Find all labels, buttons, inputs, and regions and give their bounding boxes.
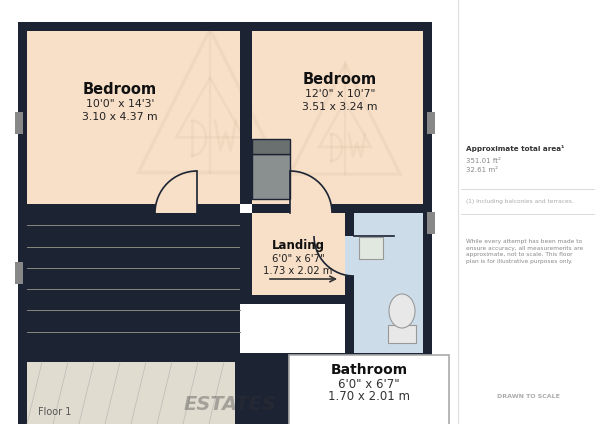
Text: ESTATES: ESTATES [184,394,277,413]
Bar [15,112,23,134]
Bar [27,362,235,424]
Text: 32.61 m²: 32.61 m² [466,167,498,173]
Bar [155,204,197,213]
Bar [18,353,432,362]
Bar [240,31,252,204]
Bar [252,139,290,154]
Text: 3.10 x 4.37 m: 3.10 x 4.37 m [82,112,158,122]
Ellipse shape [389,294,415,328]
Bar [345,213,354,362]
Text: 6'0" x 6'7": 6'0" x 6'7" [338,377,400,391]
Text: Floor 1: Floor 1 [38,407,71,417]
Bar [27,204,240,353]
Text: While every attempt has been made to
ensure accuracy, all measurements are
appro: While every attempt has been made to ens… [466,239,583,264]
Bar [252,154,290,199]
Bar [427,112,435,134]
Bar [252,204,432,213]
Bar [290,204,332,213]
Text: 10'0" x 14'3': 10'0" x 14'3' [86,99,154,109]
Bar [423,22,432,362]
Text: 6'0" x 6'7": 6'0" x 6'7" [272,254,325,264]
Text: 12'0" x 10'7": 12'0" x 10'7" [305,89,375,99]
FancyBboxPatch shape [289,355,449,424]
Bar [240,213,252,304]
Bar [15,262,23,284]
Text: Bedroom: Bedroom [83,81,157,97]
Text: 1.73 x 2.02 m: 1.73 x 2.02 m [263,266,332,276]
Text: 351.01 ft²: 351.01 ft² [466,158,501,164]
Bar [18,22,432,31]
Text: Landing: Landing [271,240,325,253]
Text: 3.51 x 3.24 m: 3.51 x 3.24 m [302,102,378,112]
Bar [427,212,435,234]
Bar [252,204,345,304]
Text: Approximate total area¹: Approximate total area¹ [466,145,565,153]
Bar [252,31,423,204]
Text: Bathroom: Bathroom [331,363,407,377]
Text: DRAWN TO SCALE: DRAWN TO SCALE [497,393,559,399]
Bar [27,31,240,204]
Bar [252,295,345,304]
Bar [359,237,383,259]
Bar [345,236,354,276]
Bar [18,204,240,213]
Bar [18,362,432,424]
Bar [388,325,416,343]
Bar [354,204,423,353]
Bar [18,22,27,362]
Text: Bedroom: Bedroom [303,72,377,86]
Text: 1.70 x 2.01 m: 1.70 x 2.01 m [328,391,410,404]
Text: (1) Including balconies and terraces.: (1) Including balconies and terraces. [466,200,574,204]
